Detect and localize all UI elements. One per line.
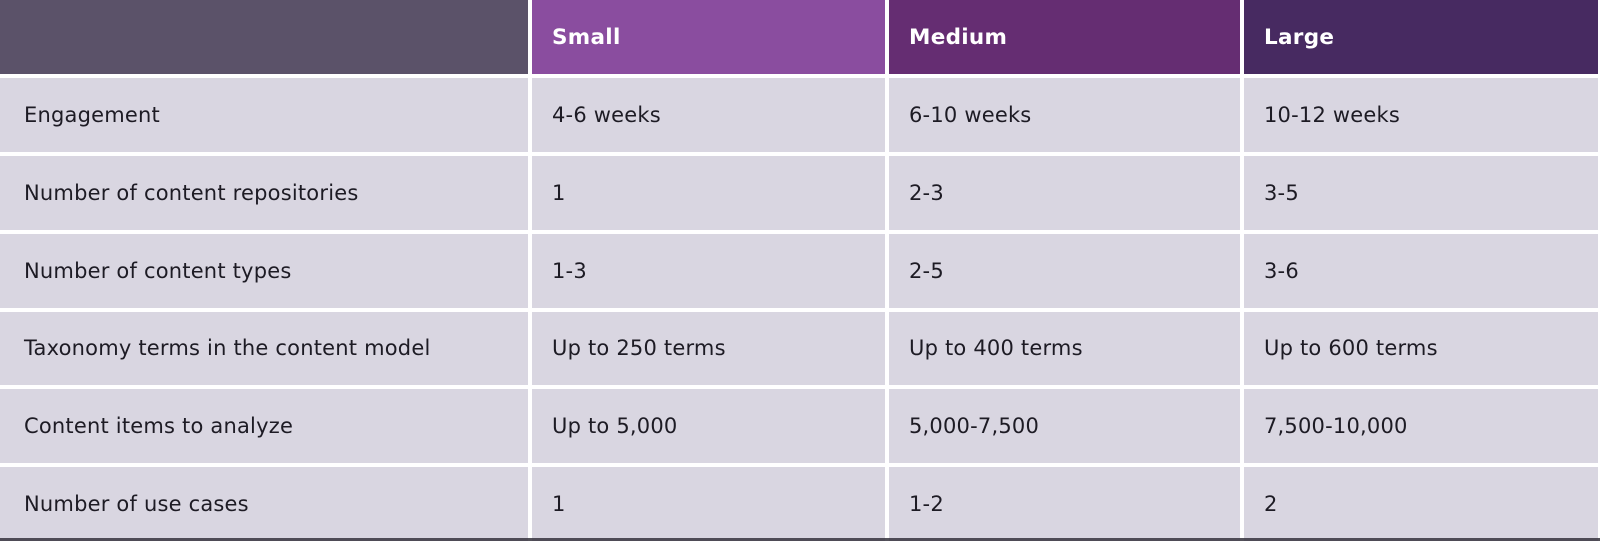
value-cell: Up to 400 terms xyxy=(889,311,1240,386)
value-cell: 1-3 xyxy=(532,233,885,308)
value-cell: Up to 250 terms xyxy=(532,311,885,386)
value-cell: 3-5 xyxy=(1244,155,1598,230)
value-cell: 3-6 xyxy=(1244,233,1598,308)
row-label-taxonomy-terms: Taxonomy terms in the content model xyxy=(0,311,528,386)
value-cell: 2-5 xyxy=(889,233,1240,308)
value-cell: 4-6 weeks xyxy=(532,78,885,152)
corner-header-cell xyxy=(0,0,528,74)
value-cell: Up to 600 terms xyxy=(1244,311,1598,386)
value-cell: 7,500-10,000 xyxy=(1244,389,1598,464)
row-label-use-cases: Number of use cases xyxy=(0,467,528,541)
value-cell: 1-2 xyxy=(889,467,1240,541)
value-cell: Up to 5,000 xyxy=(532,389,885,464)
image-bottom-edge xyxy=(0,538,1600,541)
value-cell: 2 xyxy=(1244,467,1598,541)
value-cell: 10-12 weeks xyxy=(1244,78,1598,152)
value-cell: 1 xyxy=(532,155,885,230)
value-cell: 2-3 xyxy=(889,155,1240,230)
row-label-content-types: Number of content types xyxy=(0,233,528,308)
value-cell: 5,000-7,500 xyxy=(889,389,1240,464)
row-label-content-repositories: Number of content repositories xyxy=(0,155,528,230)
column-header-medium: Medium xyxy=(889,0,1240,74)
value-cell: 6-10 weeks xyxy=(889,78,1240,152)
row-label-engagement: Engagement xyxy=(0,78,528,152)
value-cell: 1 xyxy=(532,467,885,541)
column-header-large: Large xyxy=(1244,0,1598,74)
column-header-small: Small xyxy=(532,0,885,74)
row-label-content-items: Content items to analyze xyxy=(0,389,528,464)
